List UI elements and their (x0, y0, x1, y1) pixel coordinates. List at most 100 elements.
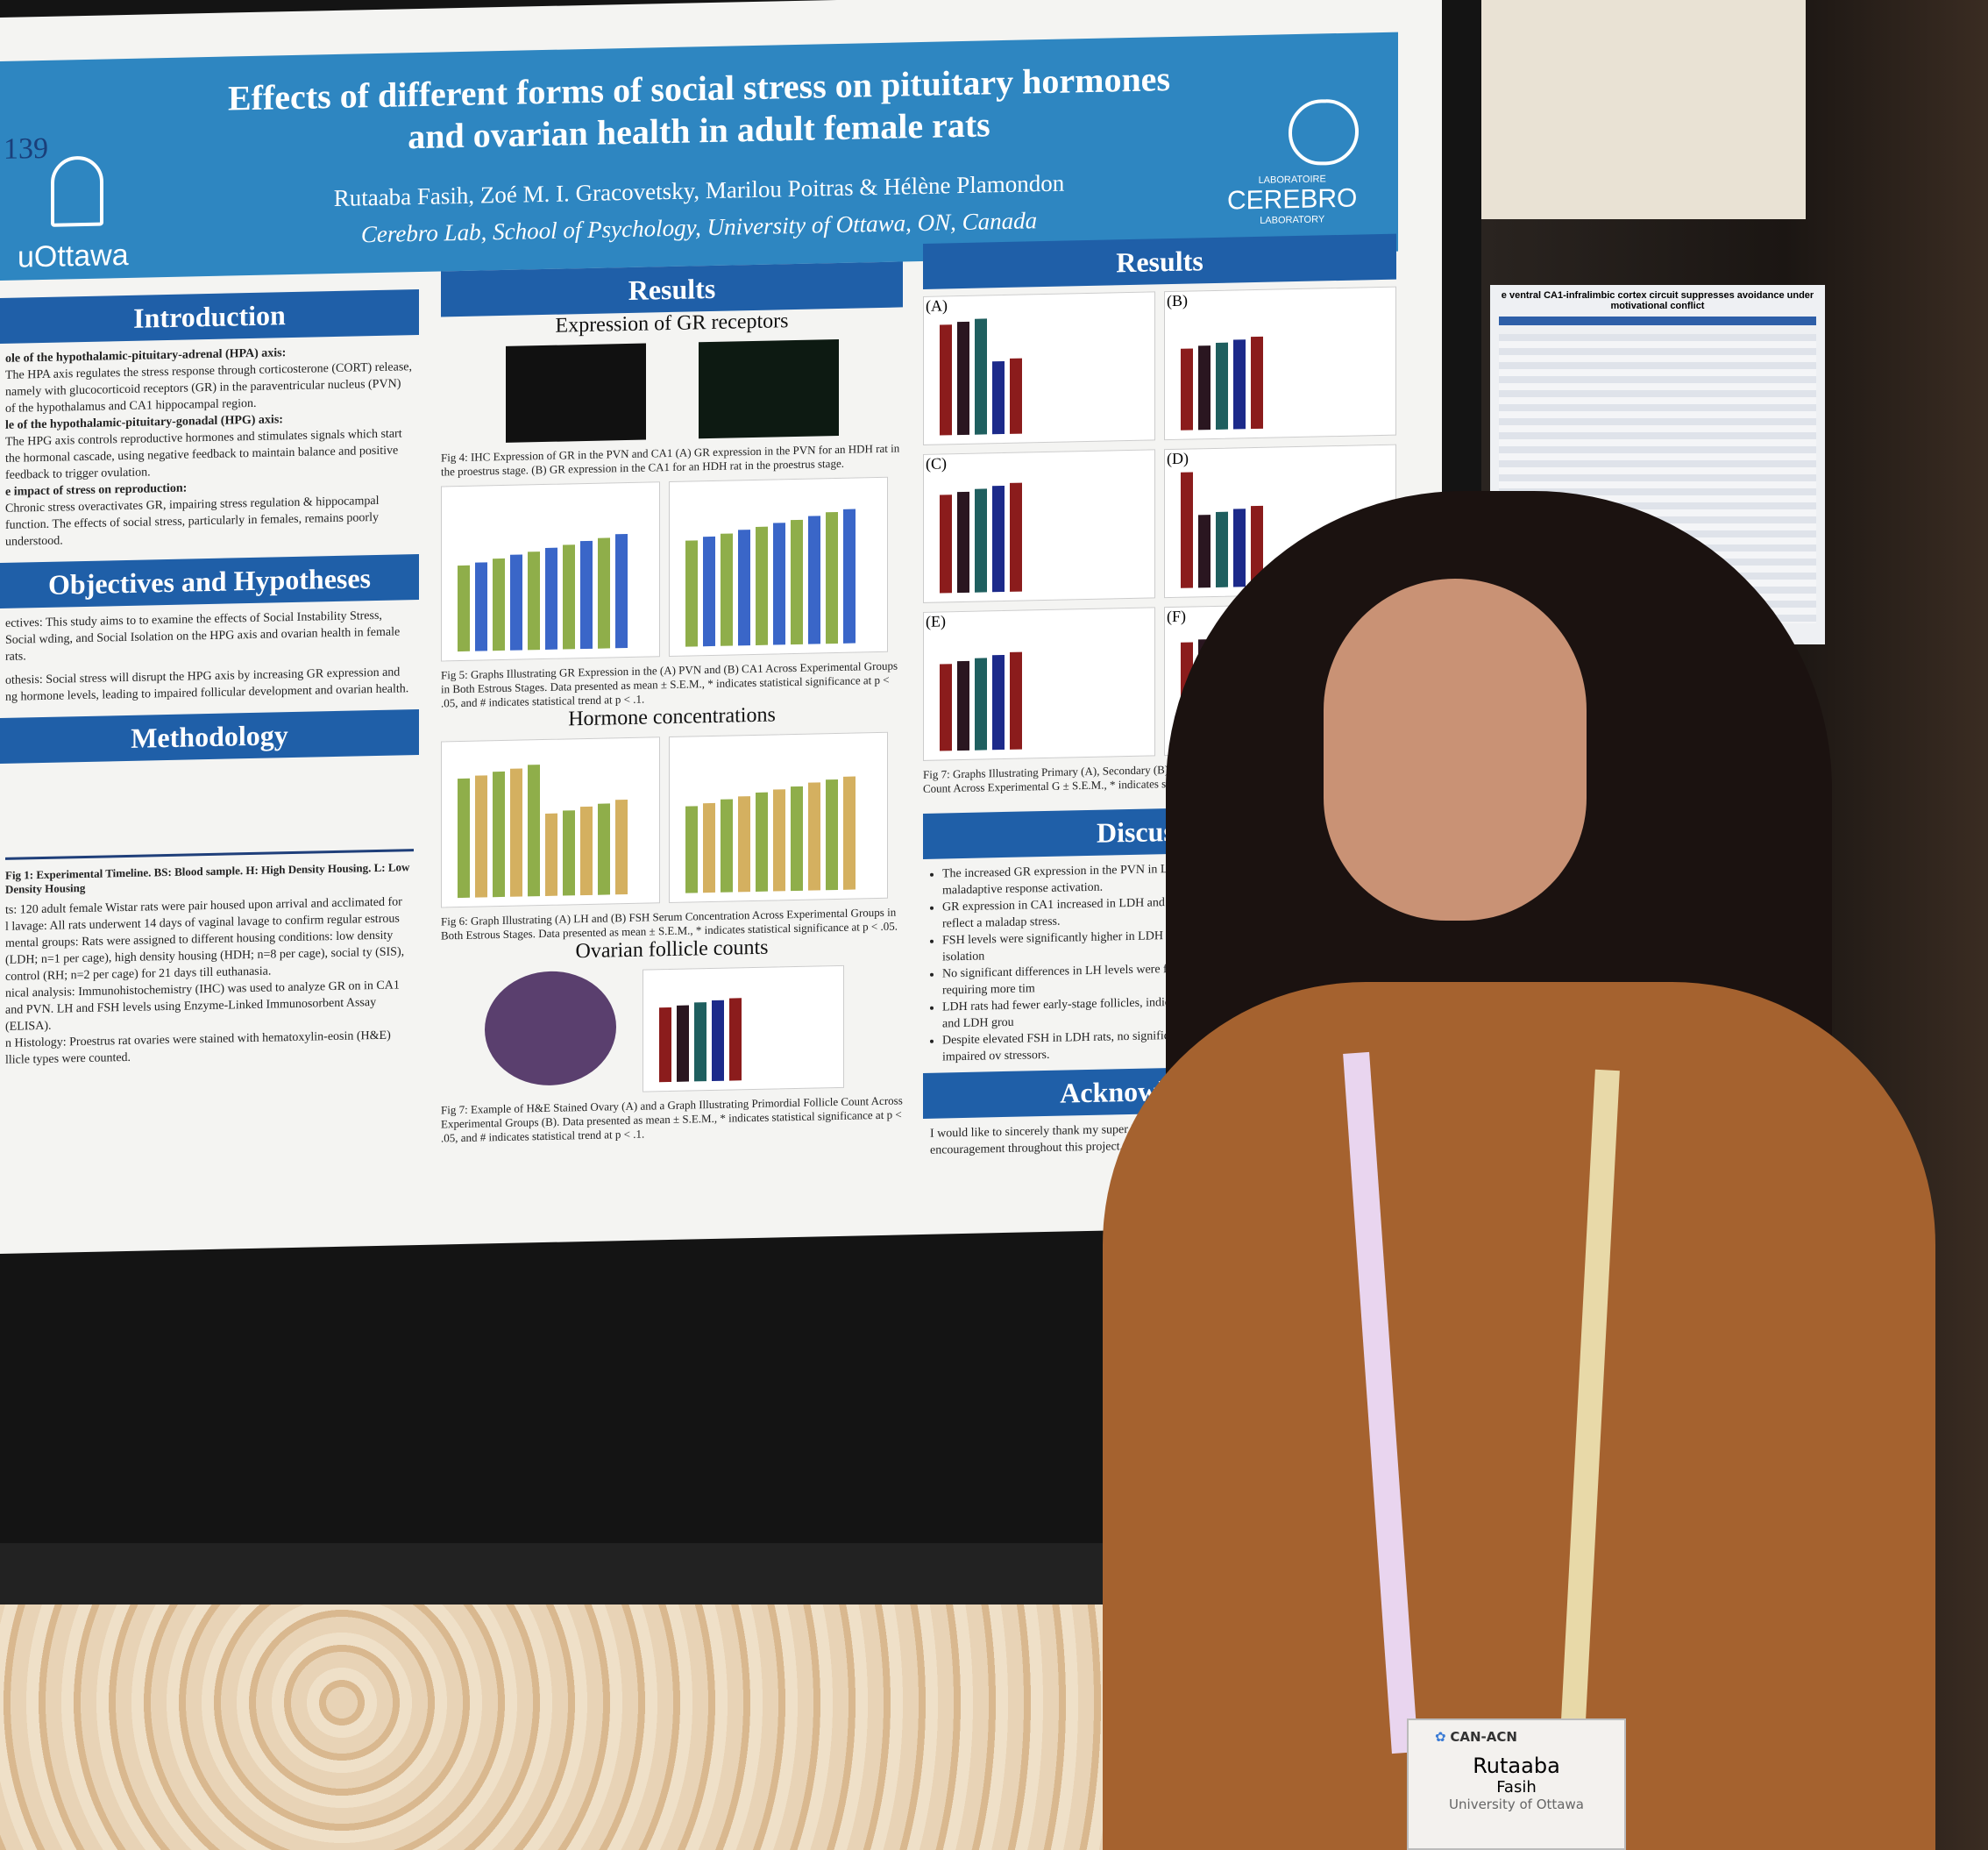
cerebro-logo: LABORATOIRE CEREBRO LABORATORY (1227, 174, 1357, 227)
bar (940, 324, 952, 436)
bar (756, 526, 768, 645)
poster-number: 139 (4, 132, 48, 166)
follicle-chart: (B) (1164, 286, 1396, 441)
bar (677, 1005, 689, 1082)
bar (685, 806, 698, 893)
bar (992, 485, 1005, 593)
ihc-image-ca1 (698, 338, 839, 439)
poster-title: Effects of different forms of social str… (227, 59, 1171, 157)
method-text: ts: 120 adult female Wistar rats were pa… (0, 888, 419, 1074)
uottawa-logo: uOttawa (18, 238, 129, 274)
objectives-line: ectives: This study aims to to examine t… (5, 608, 401, 664)
bar (957, 660, 969, 751)
gr-charts (441, 476, 903, 662)
bar (773, 789, 785, 892)
bar (615, 800, 628, 895)
bar (1216, 342, 1228, 430)
gr-ca1-chart (669, 476, 888, 658)
bar (580, 541, 593, 650)
bar (1010, 482, 1022, 592)
carpet (0, 1605, 1140, 1850)
bar (475, 774, 487, 898)
badge-institution: University of Ottawa (1449, 1797, 1584, 1812)
background-wall-light (1481, 0, 1806, 219)
name-badge: ✿ CAN-ACN Rutaaba Fasih University of Ot… (1407, 1718, 1626, 1850)
bar (738, 795, 750, 893)
neighbor-poster-title: e ventral CA1-infralimbic cortex circuit… (1501, 290, 1814, 311)
neighbor-poster-banner (1499, 317, 1816, 325)
bar (808, 782, 820, 891)
badge-last-name: Fasih (1496, 1778, 1537, 1797)
bar (957, 491, 969, 594)
bar (940, 664, 952, 751)
bar (975, 318, 987, 435)
panel-label: (C) (926, 454, 947, 473)
fig4-caption: Fig 4: IHC Expression of GR in the PVN a… (441, 441, 900, 479)
section-methodology: Methodology (0, 708, 419, 764)
logo-bottom-text: LABORATORY (1260, 214, 1325, 226)
bar (615, 534, 628, 649)
hormone-charts (441, 731, 903, 908)
panel-label: (B) (1167, 291, 1188, 310)
bar (493, 772, 505, 898)
primordial-follicle-chart (643, 964, 844, 1092)
bar (563, 809, 575, 896)
bar (1181, 472, 1193, 588)
intro-line: The HPA axis regulates the stress respon… (5, 360, 413, 416)
follicle-chart: (E) (923, 607, 1155, 761)
bar (545, 547, 557, 650)
bar (458, 565, 470, 652)
bar (1198, 515, 1211, 588)
bar (528, 551, 540, 651)
bar (940, 494, 952, 594)
bar (1233, 339, 1246, 430)
objectives-text: ectives: This study aims to to examine t… (0, 600, 419, 713)
experimental-timeline (5, 764, 414, 860)
section-results-2: Results (923, 233, 1396, 289)
neighbor-poster: e ventral CA1-infralimbic cortex circuit… (1490, 285, 1825, 644)
bar (826, 779, 838, 891)
intro-text: ole of the hypothalamic-pituitary-adrena… (0, 335, 419, 558)
bar (729, 997, 742, 1081)
bar (721, 799, 733, 893)
bar (975, 658, 987, 751)
bar (598, 803, 610, 895)
method-line: nical analysis: Immunohistochemistry (IH… (5, 978, 400, 1034)
section-objectives: Objectives and Hypotheses (0, 553, 419, 608)
column-middle: Results Expression of GR receptors Fig 4… (441, 261, 903, 1145)
bar (1010, 358, 1022, 434)
bar (580, 807, 593, 896)
follicle-chart: (A) (923, 291, 1155, 445)
bar (1251, 336, 1263, 430)
bar (992, 361, 1005, 435)
bar (1010, 651, 1022, 750)
bar (510, 768, 522, 897)
uottawa-building-icon (51, 155, 103, 227)
lh-chart (441, 736, 660, 908)
bar (703, 537, 715, 647)
bar (843, 509, 856, 644)
bar (563, 544, 575, 650)
bar (957, 322, 969, 436)
bar (1233, 509, 1246, 587)
bar (659, 1007, 671, 1083)
badge-first-name: Rutaaba (1473, 1754, 1560, 1778)
bar (975, 488, 987, 593)
person-face (1324, 579, 1587, 921)
bar (826, 512, 838, 644)
person-blouse (1103, 982, 1935, 1850)
panel-label: (D) (1167, 449, 1189, 468)
bar (475, 561, 487, 651)
panel-label: (A) (926, 296, 948, 315)
bar (685, 540, 698, 647)
bar (528, 765, 540, 897)
bar (992, 654, 1005, 751)
intro-line: The HPG axis controls reproductive hormo… (5, 427, 402, 482)
bar (738, 530, 750, 646)
panel-label: (F) (1167, 607, 1186, 626)
badge-org: ✿ CAN-ACN (1409, 1729, 1624, 1745)
column-left: Introduction ole of the hypothalamic-pit… (0, 288, 419, 1074)
objectives-line: othesis: Social stress will disrupt the … (5, 665, 409, 704)
bar (458, 778, 470, 899)
bar (756, 793, 768, 892)
